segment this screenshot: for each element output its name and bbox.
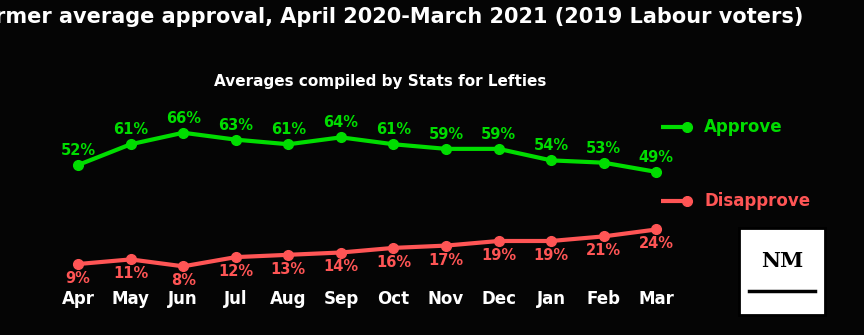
Text: 63%: 63%	[219, 118, 253, 133]
Text: 52%: 52%	[60, 143, 96, 158]
Text: 14%: 14%	[323, 259, 359, 274]
Text: 21%: 21%	[586, 243, 621, 258]
Text: 11%: 11%	[113, 266, 149, 281]
Text: 59%: 59%	[429, 127, 464, 142]
Text: 17%: 17%	[429, 253, 464, 268]
Text: 9%: 9%	[66, 271, 91, 286]
Text: 61%: 61%	[113, 122, 149, 137]
Text: 66%: 66%	[166, 111, 200, 126]
Text: 53%: 53%	[586, 141, 621, 156]
Text: 64%: 64%	[323, 116, 359, 130]
Text: 54%: 54%	[534, 138, 569, 153]
Text: 61%: 61%	[270, 122, 306, 137]
Text: Approve: Approve	[704, 118, 783, 136]
Text: 59%: 59%	[481, 127, 516, 142]
Text: NM: NM	[761, 251, 803, 271]
Text: 12%: 12%	[219, 264, 253, 279]
Text: Disapprove: Disapprove	[704, 192, 810, 210]
Text: Starmer average approval, April 2020-March 2021 (2019 Labour voters): Starmer average approval, April 2020-Mar…	[0, 7, 804, 27]
Text: 8%: 8%	[171, 273, 196, 288]
Text: 24%: 24%	[638, 237, 674, 251]
Text: 19%: 19%	[534, 248, 569, 263]
Text: Averages compiled by Stats for Lefties: Averages compiled by Stats for Lefties	[214, 74, 546, 89]
Text: 49%: 49%	[638, 150, 674, 165]
Text: 13%: 13%	[270, 262, 306, 277]
Text: 19%: 19%	[481, 248, 516, 263]
Text: 61%: 61%	[376, 122, 411, 137]
Text: 16%: 16%	[376, 255, 411, 270]
